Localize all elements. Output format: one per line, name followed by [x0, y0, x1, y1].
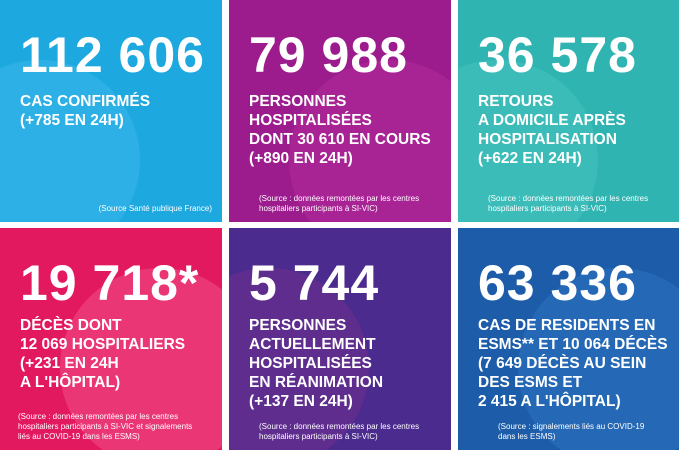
label-line: 2 415 A L'HÔPITAL) [478, 393, 621, 410]
source-line: (Source : données remontées par les cent… [18, 412, 179, 421]
source-note: (Source : données remontées par les cent… [259, 422, 419, 442]
source-note: (Source : données remontées par les cent… [488, 194, 648, 214]
source-line: (Source : données remontées par les cent… [259, 194, 420, 203]
source-note: (Source : données remontées par les cent… [259, 194, 419, 214]
source-note: (Source Santé publique France) [99, 204, 212, 214]
label-line: DÉCÈS DONT [20, 317, 122, 334]
label-line: (+890 EN 24H) [249, 150, 353, 167]
label-line: PERSONNES [249, 317, 347, 334]
label-line: (+137 EN 24H) [249, 393, 353, 410]
stat-number: 5 744 [249, 255, 380, 311]
source-line: liés au COVID-19 dans les ESMS) [18, 432, 140, 441]
stat-tile: 79 988 PERSONNES HOSPITALISÉES DONT 30 610 … [229, 0, 451, 222]
decoration [60, 268, 222, 450]
decoration [518, 268, 679, 450]
source-note: (Source : signalements liés au COVID-19 d… [498, 422, 644, 442]
stat-number: 36 578 [478, 27, 637, 83]
stat-tile: 63 336 CAS DE RESIDENTS EN ESMS** ET 10 06… [458, 228, 679, 450]
stat-number: 19 718* [20, 255, 200, 311]
label-line: A L'HÔPITAL) [20, 374, 121, 391]
source-line: hospitaliers participants à SI-VIC) [488, 204, 607, 213]
decoration [0, 60, 140, 222]
stat-tile: 36 578 RETOURS A DOMICILE APRÈS HOSPITALISA… [458, 0, 679, 222]
label-line: (7 649 DÉCÈS AU SEIN [478, 355, 647, 372]
source-line: dans les ESMS) [498, 432, 556, 441]
label-line: RETOURS [478, 93, 554, 110]
stat-number: 112 606 [20, 27, 205, 83]
stat-number: 79 988 [249, 27, 408, 83]
label-line: EN RÉANIMATION [249, 374, 384, 391]
label-line: HOSPITALISATION [478, 131, 617, 148]
source-line: hospitaliers participants à SI-VIC) [259, 432, 378, 441]
label-line: DES ESMS ET [478, 374, 583, 391]
label-line: A DOMICILE APRÈS [478, 112, 626, 129]
label-line: DONT 30 610 EN COURS [249, 131, 431, 148]
label-line: (+231 EN 24H [20, 355, 119, 372]
stat-label: CAS CONFIRMÉS (+785 EN 24H) [20, 92, 150, 130]
label-line: HOSPITALISÉES [249, 355, 372, 372]
label-line: 12 069 HOSPITALIERS [20, 336, 186, 353]
label-line: (+785 EN 24H) [20, 112, 124, 129]
label-line: ACTUELLEMENT [249, 336, 376, 353]
source-line: (Source : signalements liés au COVID-19 [498, 422, 645, 431]
stat-label: PERSONNES HOSPITALISÉES DONT 30 610 EN COU… [249, 92, 431, 168]
stat-tile: 19 718* DÉCÈS DONT 12 069 HOSPITALIERS (+23… [0, 228, 222, 450]
label-line: (+622 EN 24H) [478, 150, 582, 167]
source-line: (Source : données remontées par les cent… [259, 422, 420, 431]
stat-tile: 112 606 CAS CONFIRMÉS (+785 EN 24H) (Source… [0, 0, 222, 222]
source-line: hospitaliers participants à SI-VIC) [259, 204, 378, 213]
source-line: (Source Santé publique France) [98, 204, 212, 213]
stat-label: PERSONNES ACTUELLEMENT HOSPITALISÉES EN RÉA… [249, 316, 383, 411]
stat-label: RETOURS A DOMICILE APRÈS HOSPITALISATION (+… [478, 92, 626, 168]
stat-tile: 5 744 PERSONNES ACTUELLEMENT HOSPITALISÉES E… [229, 228, 451, 450]
label-line: ESMS** ET 10 064 DÉCÈS [478, 336, 668, 353]
source-line: hospitaliers participants à SI-VIC et si… [18, 422, 193, 431]
source-line: (Source : données remontées par les cent… [488, 194, 649, 203]
label-line: PERSONNES [249, 93, 347, 110]
source-note: (Source : données remontées par les cent… [18, 412, 192, 442]
stat-number: 63 336 [478, 255, 637, 311]
stat-label: DÉCÈS DONT 12 069 HOSPITALIERS (+231 EN 24… [20, 316, 185, 392]
stat-label: CAS DE RESIDENTS EN ESMS** ET 10 064 DÉCÈ… [478, 316, 668, 411]
label-line: CAS CONFIRMÉS [20, 93, 151, 110]
label-line: HOSPITALISÉES [249, 112, 372, 129]
label-line: CAS DE RESIDENTS EN [478, 317, 656, 334]
